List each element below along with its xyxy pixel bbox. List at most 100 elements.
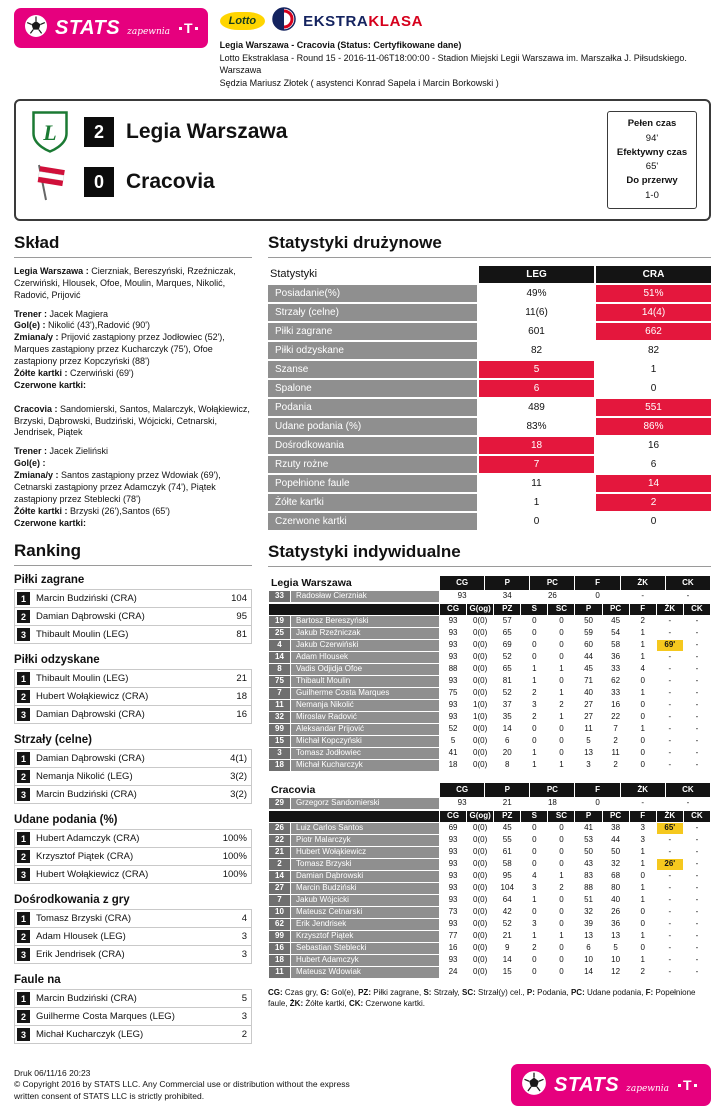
player-number: 29 — [269, 797, 290, 809]
ranking-row: 3 Thibault Moulin (LEG) 81 — [14, 626, 252, 645]
stat-value: 95 — [236, 611, 247, 623]
stat-cell: 20 — [494, 747, 521, 759]
stat-cell: 93 — [440, 882, 467, 894]
rank-number: 1 — [17, 592, 30, 606]
player-number: 11 — [269, 699, 290, 711]
player-name: Tomasz Brzyski (CRA) — [36, 913, 132, 925]
stat-cell: 1 — [521, 663, 548, 675]
away-stat-value: 6 — [596, 455, 711, 473]
stat-cell: - — [683, 687, 710, 699]
stat-cell: 6 — [575, 942, 602, 954]
stat-value: 100% — [222, 851, 247, 863]
stat-cell: - — [683, 675, 710, 687]
player-row: 10 Mateusz Cetnarski 73 0(0) 42 0 0 32 26 0- - — [269, 906, 710, 918]
stat-cell: 36 — [602, 918, 629, 930]
player-name: Hubert Adamczyk (CRA) — [36, 833, 140, 845]
column-header: CK — [683, 810, 710, 822]
stat-cell: 1(0) — [467, 711, 494, 723]
player-name: Erik Jendrisek (CRA) — [36, 949, 125, 961]
player-name: Jakub Rzeźniczak — [291, 627, 439, 639]
match-report-page: STATS zapewnia T Lotto EKSTRAKLASA Legia… — [14, 6, 711, 1106]
player-number: 8 — [269, 663, 290, 675]
stat-cell: - — [656, 687, 683, 699]
player-name: Nemanja Nikolić (LEG) — [36, 771, 133, 783]
ranking-category-title: Faule na — [14, 974, 61, 987]
stat-cell: 0 — [521, 822, 548, 834]
header-right: Lotto EKSTRAKLASA Legia Warszawa - Craco… — [219, 6, 711, 89]
player-name: Jakub Wójcicki — [291, 894, 439, 906]
stat-cell: 0(0) — [467, 747, 494, 759]
stat-cell: - — [656, 747, 683, 759]
stat-cell: 0 — [548, 966, 575, 978]
stat-cell: 0 — [629, 942, 656, 954]
stat-cell: 4 — [629, 663, 656, 675]
stat-cell: 0 — [548, 651, 575, 663]
stat-cell: 0(0) — [467, 870, 494, 882]
player-name: Michał Kopczyński — [291, 735, 439, 747]
rank-number: 3 — [17, 1028, 30, 1042]
stat-cell: 0 — [548, 615, 575, 627]
player-number: 27 — [269, 882, 290, 894]
stat-cell: 0 — [629, 759, 656, 771]
full-time-value: 94' — [645, 132, 659, 144]
ranking-row: 1 Thibault Moulin (LEG) 21 — [14, 669, 252, 689]
player-number: 7 — [269, 687, 290, 699]
ranking-category-title: Udane podania (%) — [14, 814, 118, 827]
stat-cell: 41 — [575, 822, 602, 834]
ranking: Piłki zagrane 1 Marcin Budziński (CRA) 104 2… — [14, 574, 252, 1045]
column-header: S — [521, 810, 548, 822]
stat-cell: 10 — [602, 954, 629, 966]
stat-cell: 54 — [602, 627, 629, 639]
column-header: CG — [440, 603, 467, 615]
stat-cell: 69 — [440, 822, 467, 834]
stat-cell: 75 — [440, 687, 467, 699]
stat-cell: 0 — [629, 906, 656, 918]
stat-value: 100% — [222, 833, 247, 845]
stat-cell: 0 — [548, 735, 575, 747]
yellow-card-cell: 65' — [656, 822, 683, 834]
ranking-section: Faule na 1 Marcin Budziński (CRA) 5 2 Guilher… — [14, 974, 252, 1045]
rank-number: 1 — [17, 672, 30, 686]
player-row: 26 Luiz Carlos Santos 69 0(0) 45 0 0 41 38 3 65' - — [269, 822, 710, 834]
stat-cell: - — [683, 711, 710, 723]
rank-number: 1 — [17, 752, 30, 766]
player-row: 7 Jakub Wójcicki 93 0(0) 64 1 0 51 40 1- - — [269, 894, 710, 906]
stat-value: 100% — [222, 869, 247, 881]
lineup-line: Zmiana/y : Santos zastąpiony przez Wdowi… — [14, 470, 221, 504]
effective-time-value: 65' — [645, 161, 659, 173]
column-header: CK — [665, 575, 710, 590]
stat-cell: 1 — [629, 882, 656, 894]
stat-cell: - — [683, 954, 710, 966]
player-number: 7 — [269, 894, 290, 906]
stat-cell: 81 — [494, 675, 521, 687]
stat-cell: 1 — [629, 639, 656, 651]
column-header: P — [575, 603, 602, 615]
roster-line: Legia Warszawa : Cierzniak, Bereszyński,… — [14, 265, 236, 300]
stat-cell: 93 — [440, 918, 467, 930]
player-row: 18 Hubert Adamczyk 93 0(0) 14 0 0 10 10 1- - — [269, 954, 710, 966]
stat-cell: 42 — [494, 906, 521, 918]
stat-cell: 0 — [629, 735, 656, 747]
stat-cell: 32 — [602, 858, 629, 870]
ranking-row: 1 Marcin Budziński (CRA) 5 — [14, 989, 252, 1009]
player-name: Miroslav Radović — [291, 711, 439, 723]
player-name: Adam Hlousek — [291, 651, 439, 663]
ranking-category-title: Strzały (celne) — [14, 734, 92, 747]
player-name: Guilherme Costa Marques — [291, 687, 439, 699]
player-name: Adam Hlousek (LEG) — [36, 931, 126, 943]
stat-cell: 13 — [602, 930, 629, 942]
home-score: 2 — [84, 117, 114, 148]
team-stat-row: Rzuty rożne 7 6 — [268, 455, 711, 473]
yellow-card-cell: 69' — [656, 639, 683, 651]
home-stat-value: 1 — [479, 493, 594, 511]
stat-cell: 0 — [521, 834, 548, 846]
stat-cell: 58 — [602, 639, 629, 651]
ranking-category-title: Piłki zagrane — [14, 574, 85, 587]
ranking-section: Udane podania (%) 1 Hubert Adamczyk (CRA) 1… — [14, 814, 252, 885]
stat-value: 16 — [236, 709, 247, 721]
player-name: Hubert Wołąkiewicz (CRA) — [36, 691, 149, 703]
stat-cell: 52 — [440, 723, 467, 735]
stat-value: 81 — [236, 629, 247, 641]
stat-cell: 1 — [629, 687, 656, 699]
zapewnia-label: zapewnia — [626, 1084, 670, 1095]
